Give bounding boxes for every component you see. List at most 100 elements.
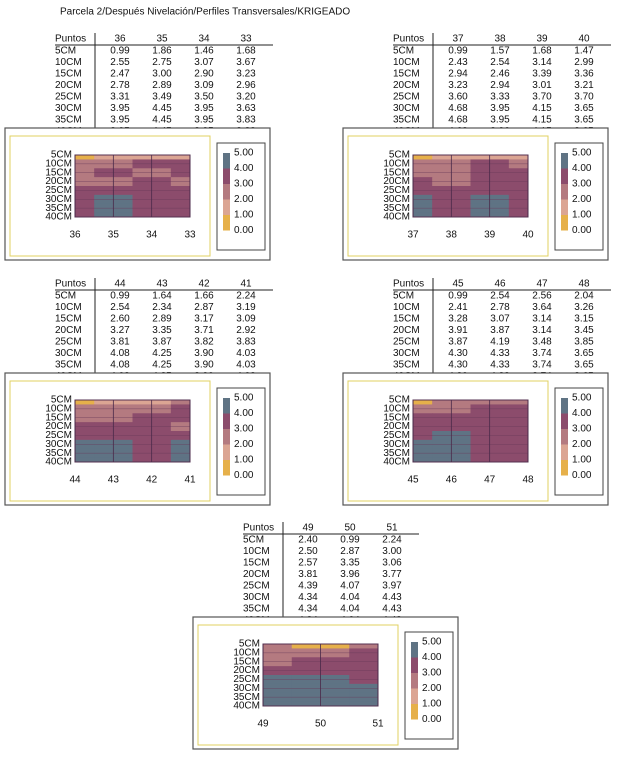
column-header: 33	[240, 34, 252, 45]
table-cell: 3.77	[382, 569, 402, 580]
plot-frame	[9, 380, 211, 502]
row-label: 30CM	[243, 592, 270, 603]
y-tick-label: 15CM	[45, 412, 72, 423]
table-cell: 4.04	[340, 592, 360, 603]
x-tick-label: 47	[484, 475, 496, 486]
table-cell: 4.43	[382, 604, 402, 615]
x-tick-label: 39	[484, 230, 496, 241]
table-cell: 4.08	[110, 360, 130, 371]
plot-cell	[413, 422, 433, 432]
plot-cell	[263, 692, 293, 703]
table-cell: 3.19	[236, 302, 256, 313]
table-cell: 2.94	[490, 80, 510, 91]
y-tick-label: 25CM	[45, 430, 72, 441]
legend-label: 4.00	[572, 163, 592, 174]
y-tick-label: 25CM	[45, 185, 72, 196]
y-tick-label: 35CM	[45, 203, 72, 214]
plot-cell	[413, 457, 433, 462]
legend-swatch	[411, 642, 418, 658]
table-cell: 2.78	[490, 302, 510, 313]
y-tick-label: 10CM	[45, 403, 72, 414]
y-tick-label: 35CM	[383, 203, 410, 214]
column-header: 44	[114, 279, 126, 290]
table-cell: 3.70	[574, 92, 594, 103]
y-tick-label: 30CM	[233, 683, 260, 694]
plot-cell	[170, 404, 190, 414]
plot-cell	[349, 648, 378, 658]
row-label: 25CM	[55, 337, 82, 348]
plot-cell	[349, 692, 378, 703]
y-tick-label: 20CM	[45, 176, 72, 187]
table-cell: 4.39	[298, 581, 318, 592]
y-tick-label: 40CM	[45, 212, 72, 223]
x-tick-label: 40	[522, 230, 534, 241]
legend-label: 2.00	[234, 439, 254, 450]
y-tick-label: 5CM	[389, 150, 410, 161]
row-label: 35CM	[55, 115, 82, 126]
table-cell: 2.54	[490, 57, 510, 68]
table-cell: 3.95	[194, 103, 214, 114]
table-cell: 4.19	[490, 337, 510, 348]
plot-cell	[508, 448, 528, 459]
plot-cell	[75, 448, 95, 459]
table-cell: 2.78	[110, 80, 130, 91]
table-cell: 2.55	[110, 57, 130, 68]
plot-cell	[170, 422, 190, 432]
plot-cell	[508, 431, 528, 441]
table-cell: 1.46	[194, 46, 214, 57]
table-cell: 4.25	[152, 360, 172, 371]
row-label: 30CM	[55, 348, 82, 359]
plot-cell	[75, 404, 95, 414]
table-cell: 3.87	[490, 325, 510, 336]
plot-cell	[349, 657, 378, 667]
x-tick-label: 51	[372, 719, 384, 730]
row-label: 25CM	[393, 92, 420, 103]
x-tick-label: 49	[257, 719, 269, 730]
plot-cell	[75, 422, 95, 432]
plot-cell	[508, 422, 528, 432]
y-tick-label: 20CM	[45, 421, 72, 432]
x-tick-label: 46	[446, 475, 458, 486]
table-cell: 4.25	[152, 348, 172, 359]
plot-area	[413, 155, 528, 217]
legend-swatch	[223, 444, 230, 460]
plot-cell	[508, 439, 528, 450]
table-cell: 3.09	[236, 314, 256, 325]
legend-swatch	[561, 184, 568, 200]
plot-cell	[170, 194, 190, 205]
y-tick-label: 30CM	[45, 194, 72, 205]
table-cell: 4.03	[236, 360, 256, 371]
legend-label: 2.00	[572, 194, 592, 205]
plot-cell	[75, 431, 95, 441]
table-cell: 3.70	[532, 92, 552, 103]
plot-cell	[75, 168, 95, 178]
table-cell: 3.65	[574, 360, 594, 371]
y-tick-label: 15CM	[383, 412, 410, 423]
legend-swatch	[561, 215, 568, 231]
plot-cell	[263, 675, 293, 685]
table-cell: 2.57	[298, 558, 318, 569]
row-label: 30CM	[55, 103, 82, 114]
table-cell: 4.08	[110, 348, 130, 359]
table-cell: 3.26	[574, 302, 594, 313]
table-cell: 0.99	[448, 46, 468, 57]
plot-cell	[508, 457, 528, 462]
row-label: 10CM	[393, 302, 420, 313]
row-label: 10CM	[55, 302, 82, 313]
column-header: 37	[452, 34, 464, 45]
table-cell: 3.65	[574, 115, 594, 126]
plot-cell	[170, 431, 190, 441]
plot-cell	[75, 177, 95, 187]
column-header: 48	[578, 279, 590, 290]
column-header: 36	[114, 34, 126, 45]
plot-frame	[347, 135, 549, 257]
row-header-label: Puntos	[55, 34, 86, 45]
plot-cell	[170, 400, 190, 405]
legend-label: 3.00	[234, 424, 254, 435]
y-tick-label: 10CM	[45, 158, 72, 169]
y-tick-label: 5CM	[51, 150, 72, 161]
table-cell: 3.67	[236, 57, 256, 68]
table-cell: 4.04	[340, 604, 360, 615]
column-header: 46	[494, 279, 506, 290]
table-cell: 3.17	[194, 314, 214, 325]
